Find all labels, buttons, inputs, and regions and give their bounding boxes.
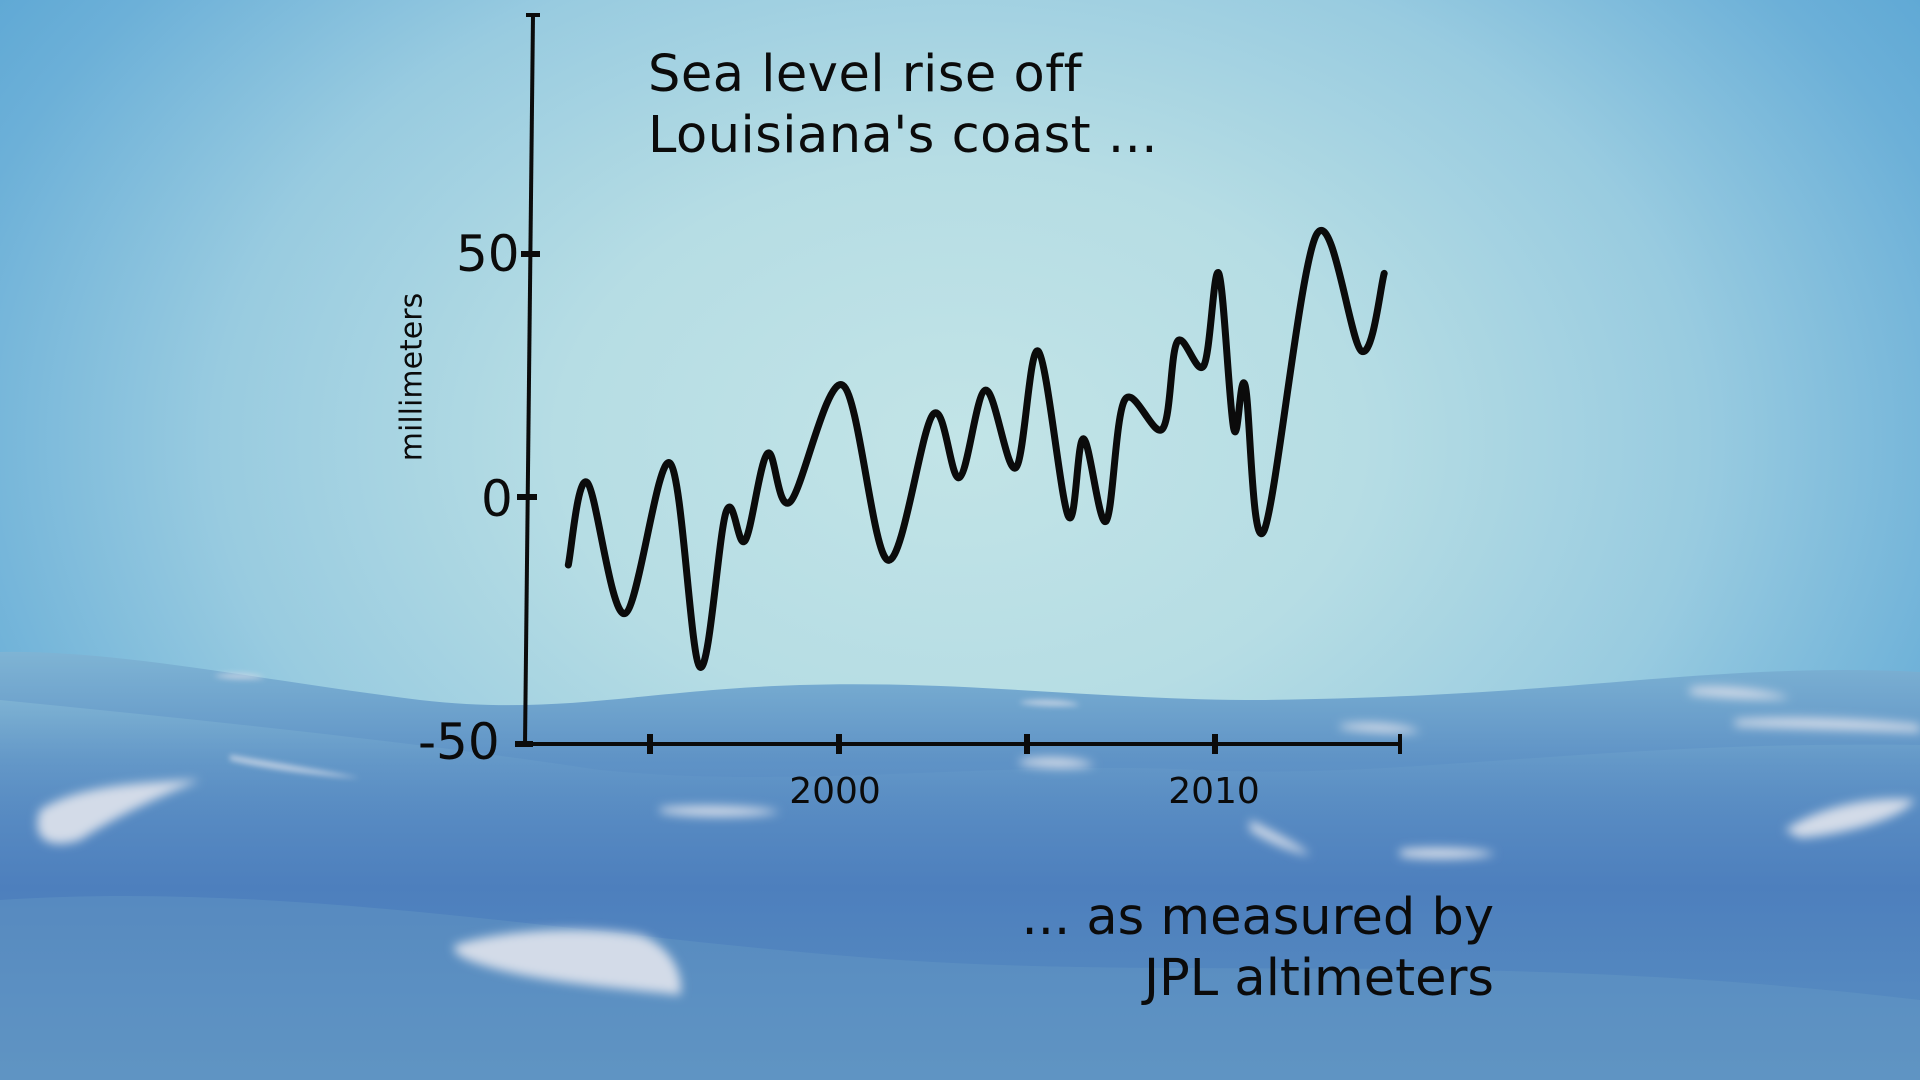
- y-axis-label: millimeters: [394, 292, 430, 462]
- caption-line-2: JPL altimeters: [1144, 949, 1494, 1008]
- chart-title: Sea level rise off Louisiana's coast ...: [648, 44, 1158, 166]
- title-line-2: Louisiana's coast ...: [648, 106, 1158, 165]
- y-tick-label-0: 0: [481, 470, 513, 528]
- y-tick-label-50: 50: [456, 225, 520, 283]
- sea-level-line: [564, 227, 1388, 671]
- title-line-1: Sea level rise off: [648, 45, 1083, 104]
- chart-caption: ... as measured by JPL altimeters: [1022, 887, 1494, 1009]
- y-ticks: [515, 251, 540, 747]
- caption-line-1: ... as measured by: [1021, 888, 1494, 947]
- foam-patches: [37, 686, 1920, 995]
- x-ticks: [647, 734, 1402, 754]
- x-tick-label-2000: 2000: [789, 771, 881, 812]
- x-tick-label-2010: 2010: [1168, 771, 1260, 812]
- y-tick-label-neg50: -50: [418, 713, 500, 771]
- y-axis: [523, 14, 535, 746]
